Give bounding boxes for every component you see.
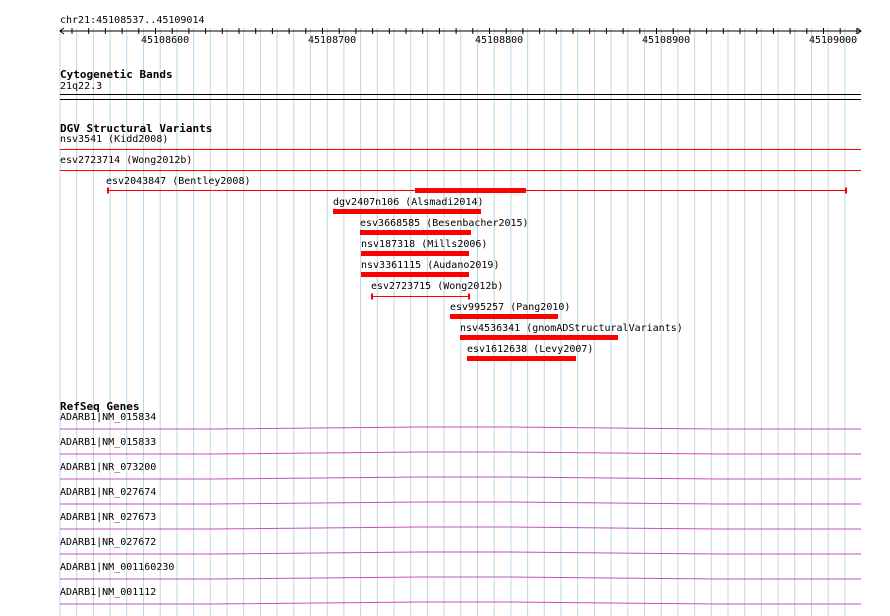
gene-line[interactable] [60,526,861,530]
variant-bar[interactable] [333,209,481,214]
cytoband-label: 21q22.3 [60,81,103,92]
variant-label[interactable]: nsv3541 (Kidd2008) [60,134,169,145]
variant-label[interactable]: nsv3361115 (Audano2019) [361,260,500,271]
gene-line[interactable] [60,576,861,580]
variant-label[interactable]: nsv4536341 (gnomADStructuralVariants) [460,323,683,334]
tick-label: 45108800 [475,35,524,46]
tick-label: 45109000 [809,35,858,46]
variant-bar[interactable] [361,272,469,277]
ruler-left-arrow [59,27,65,35]
variant-bar[interactable] [450,314,558,319]
tick-label: 45108900 [642,35,691,46]
gene-label[interactable]: ADARB1|NR_027672 [60,537,157,548]
variant-bar[interactable] [361,251,469,256]
gene-line[interactable] [60,551,861,555]
gene-line[interactable] [60,426,861,430]
variant-bar[interactable] [415,188,526,193]
variant-bar[interactable] [467,356,576,361]
gene-line[interactable] [60,601,861,605]
gene-line[interactable] [60,451,861,455]
variant-bar[interactable] [460,335,618,340]
tick-label: 45108700 [308,35,357,46]
variant-label[interactable]: esv2723715 (Wong2012b) [371,281,504,292]
gene-label[interactable]: ADARB1|NR_073200 [60,462,157,473]
variant-label[interactable]: esv2043847 (Bentley2008) [106,176,251,187]
variant-label[interactable]: esv2723714 (Wong2012b) [60,155,193,166]
gene-line[interactable] [60,501,861,505]
variant-label[interactable]: esv995257 (Pang2010) [450,302,571,313]
gene-label[interactable]: ADARB1|NM_015834 [60,412,157,423]
variant-label[interactable]: dgv2407n106 (Alsmadi2014) [333,197,484,208]
variant-label[interactable]: nsv187318 (Mills2006) [361,239,488,250]
cytoband-track-title: Cytogenetic Bands [60,68,173,81]
variant-bar[interactable] [360,230,471,235]
location-label: chr21:45108537..45109014 [60,15,205,26]
variant-label[interactable]: esv1612638 (Levy2007) [467,344,594,355]
gene-line[interactable] [60,476,861,480]
variant-label[interactable]: esv3668585 (Besenbacher2015) [360,218,529,229]
tick-label: 45108600 [141,35,190,46]
ruler-right-arrow [856,27,862,35]
gene-label[interactable]: ADARB1|NM_015833 [60,437,157,448]
gene-label[interactable]: ADARB1|NR_027674 [60,487,157,498]
gene-label[interactable]: ADARB1|NM_001160230 [60,562,175,573]
refseq-track-title: RefSeq Genes [60,400,140,413]
gene-label[interactable]: ADARB1|NR_027673 [60,512,157,523]
dgv-track-title: DGV Structural Variants [60,122,213,135]
gene-label[interactable]: ADARB1|NM_001112 [60,587,157,598]
